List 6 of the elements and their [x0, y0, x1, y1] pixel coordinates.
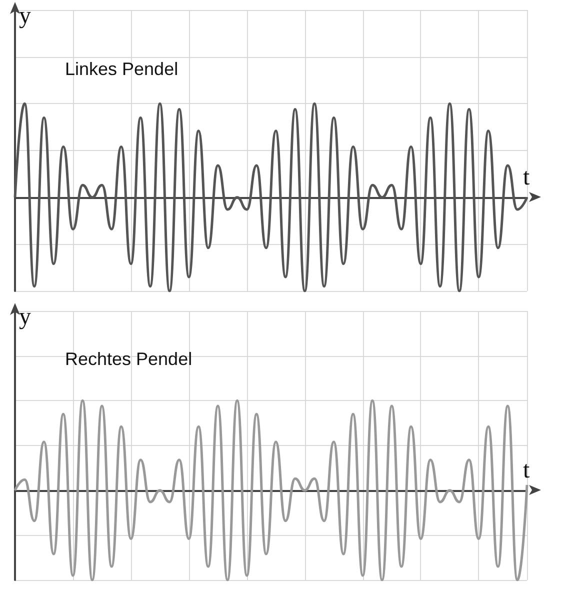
x-axis-title: t [523, 164, 530, 190]
x-axis-title: t [523, 457, 530, 484]
chart-title: Rechtes Pendel [65, 349, 192, 369]
y-axis-title: y [19, 304, 31, 330]
chart-title: Linkes Pendel [65, 59, 178, 79]
y-axis-title: y [19, 3, 31, 29]
